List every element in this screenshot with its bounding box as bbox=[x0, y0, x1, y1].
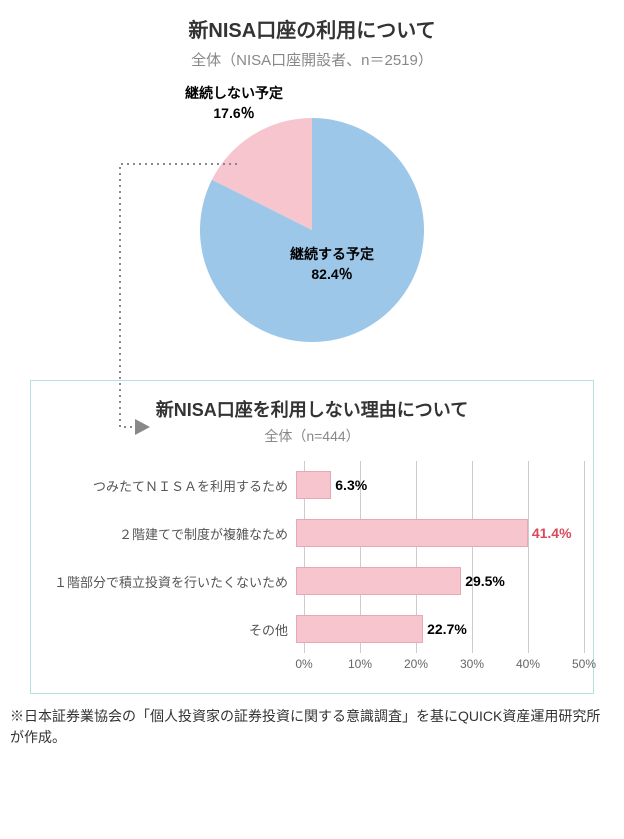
pie-label-continue-value: 82.4％ bbox=[290, 265, 374, 285]
pie-label-discontinue-value: 17.6％ bbox=[185, 104, 283, 124]
bar-row: つみたてＮＩＳＡを利用するため6.3% bbox=[51, 461, 573, 509]
pie-label-continue: 継続する予定 82.4％ bbox=[290, 245, 374, 284]
pie-label-continue-name: 継続する予定 bbox=[290, 245, 374, 265]
bar: 29.5% bbox=[296, 567, 461, 595]
reasons-panel: 新NISA口座を利用しない理由について 全体（n=444） つみたてＮＩＳＡを利… bbox=[30, 380, 594, 694]
bar-row: その他22.7% bbox=[51, 605, 573, 653]
bar-row: １階部分で積立投資を行いたくないため29.5% bbox=[51, 557, 573, 605]
bar: 22.7% bbox=[296, 615, 423, 643]
axis-tick: 20% bbox=[404, 657, 428, 671]
panel-title: 新NISA口座を利用しない理由について bbox=[51, 396, 573, 422]
axis-tick: 10% bbox=[348, 657, 372, 671]
bar-label: つみたてＮＩＳＡを利用するため bbox=[51, 476, 296, 495]
axis-tick: 0% bbox=[295, 657, 312, 671]
footnote: ※日本証券業協会の「個人投資家の証券投資に関する意識調査」を基にQUICK資産運… bbox=[10, 706, 614, 748]
main-subtitle: 全体（NISA口座開設者、n＝2519） bbox=[0, 49, 624, 70]
bar-value: 22.7% bbox=[427, 621, 467, 637]
axis-tick: 40% bbox=[516, 657, 540, 671]
bar-label: その他 bbox=[51, 620, 296, 639]
pie-label-discontinue-name: 継続しない予定 bbox=[185, 84, 283, 104]
bar: 6.3% bbox=[296, 471, 331, 499]
pie-chart bbox=[0, 100, 624, 360]
pie-chart-container: 継続しない予定 17.6％ 継続する予定 82.4％ bbox=[0, 90, 624, 350]
bar-area: 22.7% bbox=[296, 605, 573, 653]
bar-value: 6.3% bbox=[335, 477, 367, 493]
axis-tick: 30% bbox=[460, 657, 484, 671]
bar-chart: つみたてＮＩＳＡを利用するため6.3%２階建てで制度が複雑なため41.4%１階部… bbox=[51, 461, 573, 673]
main-title: 新NISA口座の利用について bbox=[0, 14, 624, 43]
bar-value: 29.5% bbox=[465, 573, 505, 589]
axis-tick: 50% bbox=[572, 657, 596, 671]
grid-line bbox=[584, 461, 585, 653]
panel-subtitle: 全体（n=444） bbox=[51, 426, 573, 446]
bar-value: 41.4% bbox=[532, 525, 572, 541]
bar-label: １階部分で積立投資を行いたくないため bbox=[51, 572, 296, 591]
bar-row: ２階建てで制度が複雑なため41.4% bbox=[51, 509, 573, 557]
bar-area: 29.5% bbox=[296, 557, 573, 605]
bar-area: 41.4% bbox=[296, 509, 573, 557]
bar-area: 6.3% bbox=[296, 461, 573, 509]
bar: 41.4% bbox=[296, 519, 528, 547]
bar-label: ２階建てで制度が複雑なため bbox=[51, 524, 296, 543]
pie-label-discontinue: 継続しない予定 17.6％ bbox=[185, 84, 283, 123]
